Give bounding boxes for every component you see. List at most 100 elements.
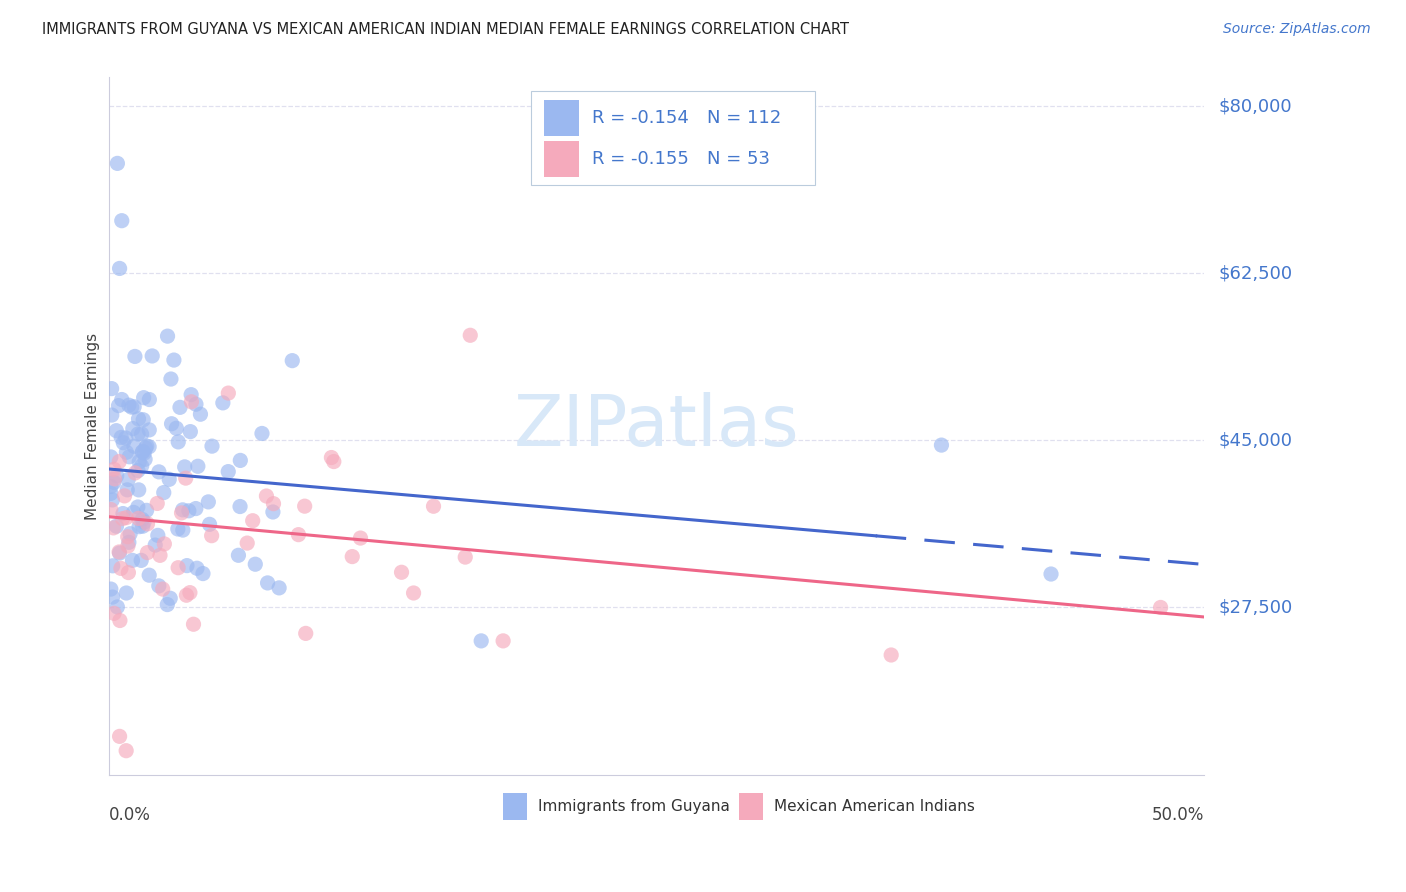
Point <box>122 439 145 453</box>
Point <box>166 522 188 536</box>
Point <box>458 328 481 343</box>
Point <box>117 539 139 553</box>
Point <box>177 504 200 518</box>
Point <box>120 526 142 541</box>
Point <box>100 502 122 516</box>
Point <box>163 353 186 368</box>
Point <box>131 512 153 526</box>
Point <box>105 156 128 170</box>
Point <box>108 261 131 276</box>
Point <box>1149 600 1171 615</box>
Point <box>422 500 444 514</box>
Point <box>176 588 198 602</box>
FancyBboxPatch shape <box>530 91 815 186</box>
Point <box>105 519 128 533</box>
Point <box>153 537 176 551</box>
Point <box>176 558 198 573</box>
FancyBboxPatch shape <box>544 100 579 136</box>
Point <box>103 521 125 535</box>
Point <box>121 553 143 567</box>
Point <box>136 516 159 531</box>
Point <box>321 450 343 465</box>
Point <box>115 586 138 600</box>
Point <box>349 531 371 545</box>
Text: N = 112: N = 112 <box>707 109 782 127</box>
Point <box>108 614 131 628</box>
Point <box>114 431 136 445</box>
Point <box>217 386 239 401</box>
Point <box>128 483 150 497</box>
Point <box>172 503 194 517</box>
Point <box>103 472 125 486</box>
Point <box>135 441 157 455</box>
Point <box>256 576 278 591</box>
Point <box>180 394 202 409</box>
Point <box>118 535 141 549</box>
Point <box>131 458 153 473</box>
Point <box>191 566 214 581</box>
FancyBboxPatch shape <box>503 793 527 820</box>
Point <box>134 446 156 460</box>
Point <box>105 468 128 483</box>
FancyBboxPatch shape <box>544 141 579 178</box>
Point <box>250 426 273 441</box>
Point <box>174 471 197 485</box>
Point <box>132 413 155 427</box>
Point <box>170 506 193 520</box>
Point <box>212 396 235 410</box>
Point <box>190 407 212 421</box>
Point <box>198 517 221 532</box>
Point <box>117 530 139 544</box>
Point <box>132 515 155 529</box>
Point <box>108 545 131 559</box>
Point <box>183 617 205 632</box>
Point <box>281 353 304 368</box>
Point <box>454 550 477 565</box>
Point <box>201 529 224 543</box>
Point <box>131 427 153 442</box>
Point <box>187 459 209 474</box>
Point <box>111 392 134 407</box>
Point <box>128 519 150 533</box>
Point <box>156 329 179 343</box>
Point <box>173 459 195 474</box>
Point <box>124 350 146 364</box>
Text: $62,500: $62,500 <box>1219 264 1292 282</box>
Point <box>184 397 207 411</box>
Point <box>294 626 316 640</box>
Point <box>100 582 122 596</box>
Point <box>122 505 145 519</box>
Point <box>322 454 344 468</box>
Point <box>1040 567 1063 582</box>
Point <box>101 492 124 507</box>
Point <box>186 561 208 575</box>
Point <box>101 590 124 604</box>
Point <box>217 465 239 479</box>
Point <box>115 510 138 524</box>
Point <box>228 549 250 563</box>
Point <box>152 485 174 500</box>
Point <box>117 483 139 497</box>
Point <box>129 553 152 567</box>
Point <box>114 489 136 503</box>
Point <box>108 546 131 560</box>
Point <box>100 450 122 464</box>
Text: 50.0%: 50.0% <box>1152 806 1205 824</box>
Point <box>105 424 128 438</box>
Point <box>122 400 145 414</box>
Point <box>138 440 160 454</box>
Point <box>179 425 201 439</box>
Point <box>115 445 138 459</box>
Point <box>245 558 267 572</box>
Point <box>160 417 183 431</box>
Point <box>135 439 157 453</box>
Point <box>931 438 953 452</box>
Point <box>127 464 149 478</box>
Point <box>108 730 131 744</box>
Point <box>100 382 122 396</box>
Point <box>159 591 181 606</box>
Point <box>100 479 122 493</box>
Point <box>169 401 191 415</box>
Point <box>880 648 903 662</box>
Text: $27,500: $27,500 <box>1219 599 1292 616</box>
